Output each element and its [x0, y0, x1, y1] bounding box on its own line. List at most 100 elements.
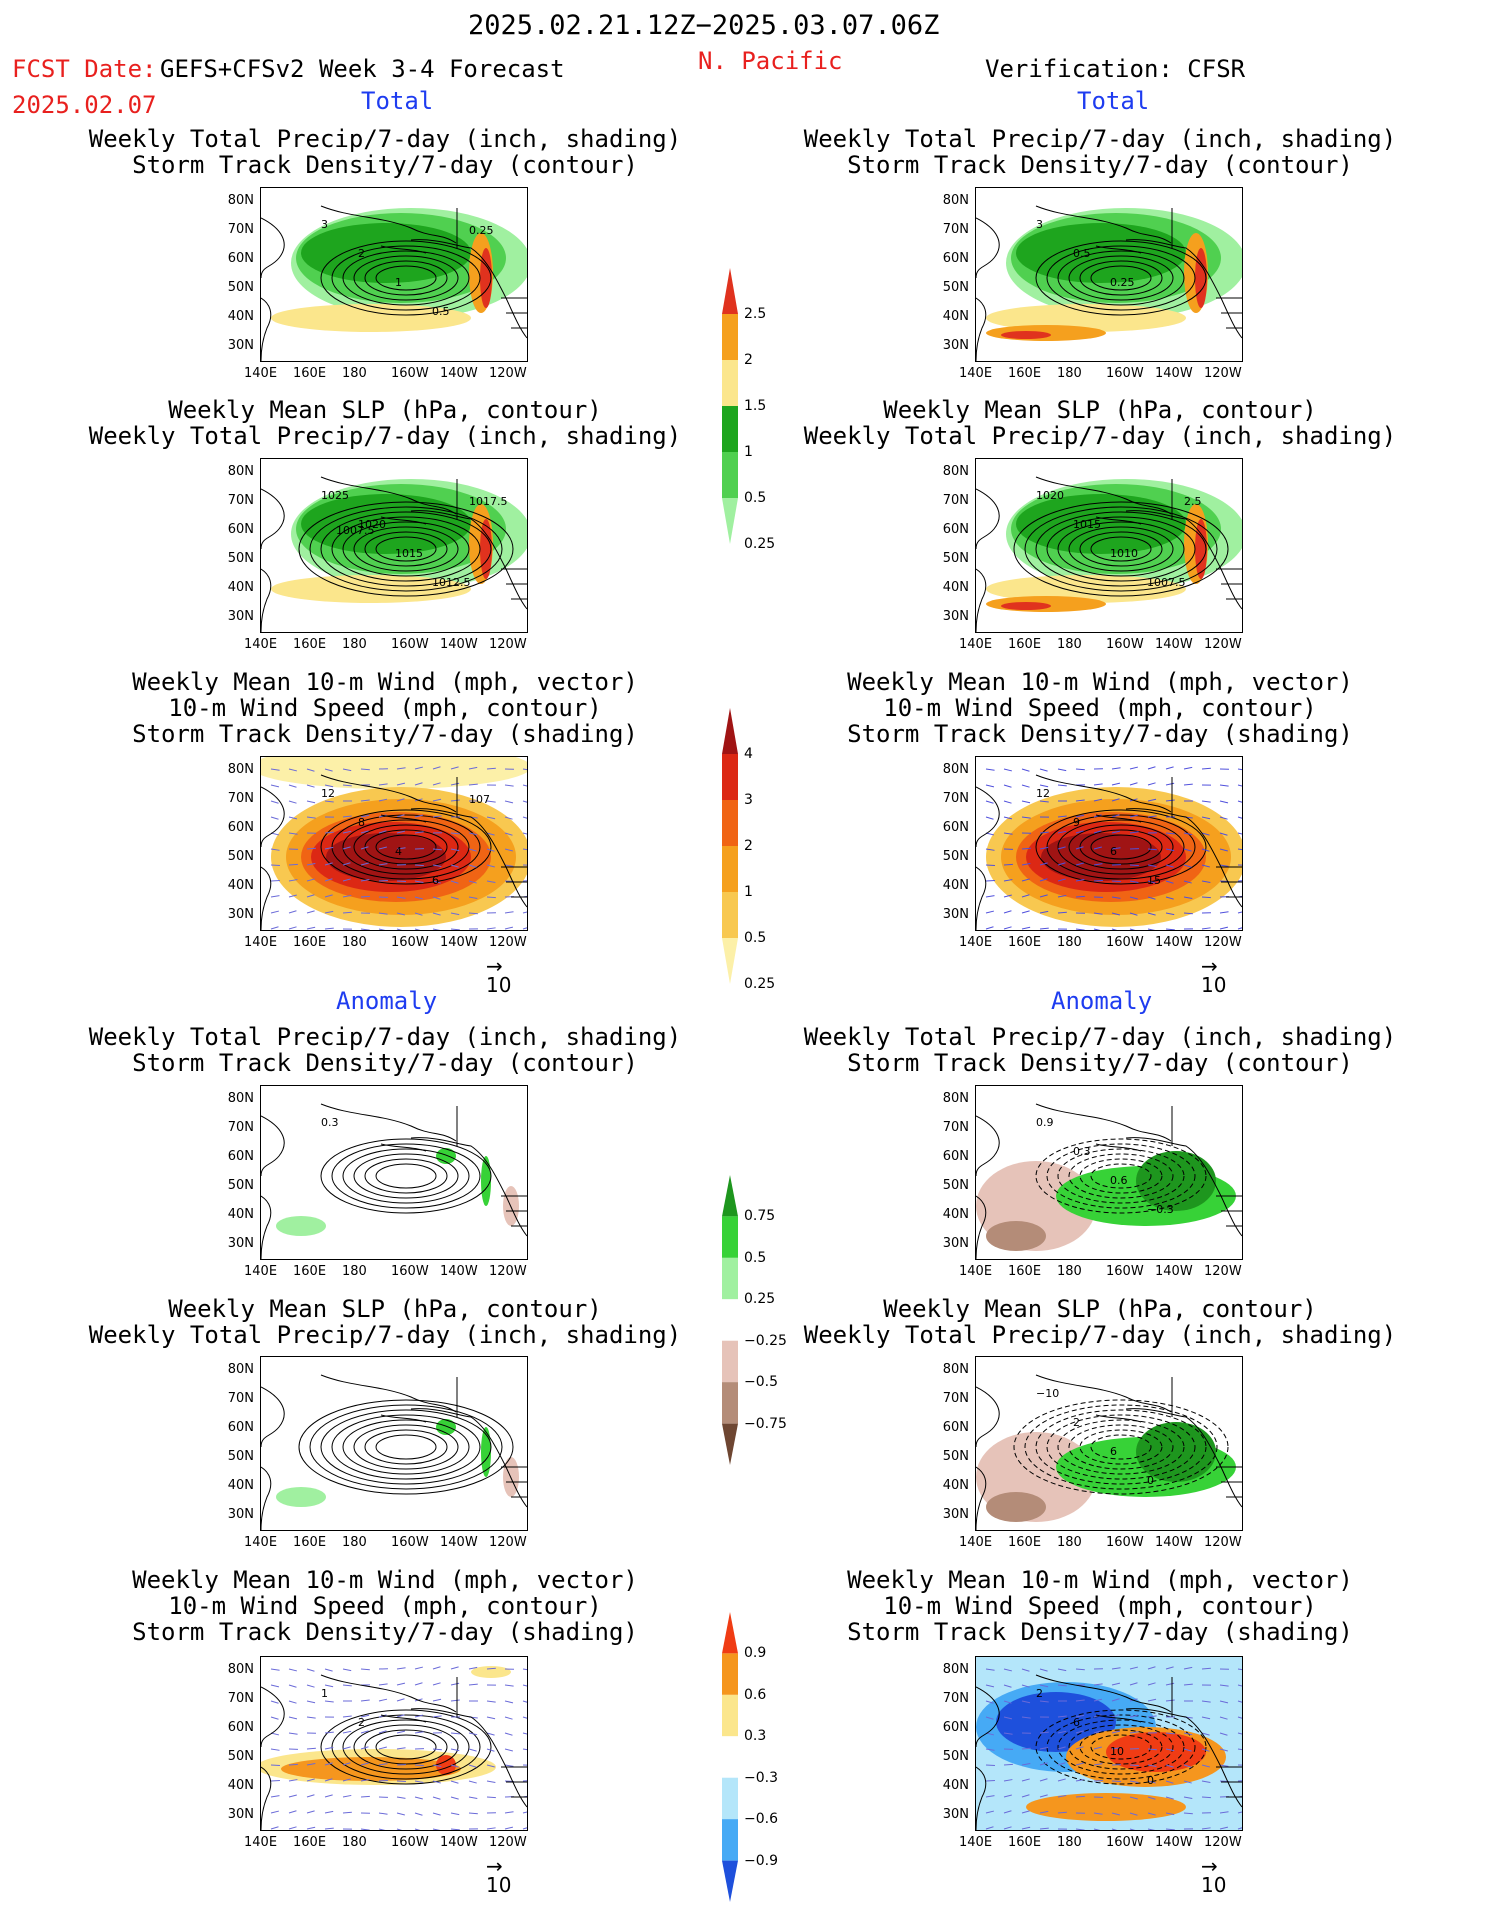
wind-vector: [270, 1716, 279, 1720]
wind-vector: [342, 768, 352, 772]
wind-vector: [432, 1812, 441, 1816]
lon-tick-label: 140W: [1155, 637, 1193, 652]
lon-tick-label: 140E: [959, 935, 993, 950]
aleutian-chain: [380, 1414, 427, 1423]
contour-lines: [1035, 1709, 1207, 1785]
wind-vector: [522, 880, 527, 882]
contour-lines: [1035, 1138, 1207, 1214]
lat-tick-label: 80N: [942, 193, 969, 208]
colorbar-segment: [722, 938, 738, 984]
wind-vector: [378, 1828, 386, 1830]
wind-vector: [288, 926, 297, 930]
wind-vector: [1093, 1730, 1102, 1734]
contour-line: [342, 819, 470, 875]
wind-vector: [1111, 814, 1120, 818]
wind-vector: [450, 799, 460, 802]
wind-vector: [1039, 862, 1048, 866]
wind-vector: [342, 815, 352, 818]
colorbar-segment: [722, 452, 738, 498]
wind-vector: [486, 767, 496, 770]
wind-vector: [360, 928, 370, 930]
wind-vector: [414, 814, 424, 818]
lon-tick-label: 160E: [293, 1835, 327, 1850]
wind-vector: [378, 798, 388, 802]
lon-tick-label: 160W: [1106, 935, 1144, 950]
wind-vector: [432, 782, 441, 786]
lat-tick-label: 70N: [227, 222, 254, 237]
wind-vector: [1039, 1700, 1049, 1703]
lat-tick-label: 60N: [227, 1420, 254, 1435]
lat-tick-label: 50N: [227, 551, 254, 566]
coastline: [976, 1103, 1242, 1259]
wind-vectors: [985, 766, 1242, 930]
section-anomaly-left: Anomaly: [336, 987, 438, 1015]
wind-vector: [1057, 1684, 1067, 1687]
wind-vector: [504, 816, 513, 820]
contour-line: [342, 1148, 470, 1204]
lon-tick-label: 160W: [1106, 1535, 1144, 1550]
wind-vector: [1075, 1668, 1085, 1671]
wind-vector: [288, 784, 297, 788]
wind-vector: [378, 783, 388, 786]
wind-vector: [1183, 1796, 1193, 1800]
map-svg: 0.3: [261, 1103, 527, 1259]
lon-tick-label: 180: [342, 637, 367, 652]
wind-vector: [360, 830, 369, 834]
wind-vector: [504, 1684, 514, 1687]
alaska-coast: [410, 510, 527, 610]
wind-vector: [468, 848, 477, 852]
contour-line: [342, 1419, 470, 1475]
wind-vector: [1165, 896, 1174, 900]
lon-tick-label: 180: [342, 366, 367, 381]
contour-line: [375, 1434, 437, 1460]
panel-title-L3: Weekly Mean 10-m Wind (mph, vector) 10-m …: [35, 669, 735, 747]
wind-vector: [414, 782, 423, 786]
wind-vector: [342, 1762, 351, 1766]
lat-tick-label: 50N: [227, 849, 254, 864]
wind-vector: [1111, 912, 1120, 916]
lat-tick-label: 30N: [942, 609, 969, 624]
precip-shade: [271, 304, 471, 332]
lat-tick-label: 80N: [227, 1362, 254, 1377]
wind-vector: [360, 1730, 369, 1734]
colorbar-label: 0.25: [744, 536, 776, 552]
wind-vector: [288, 800, 297, 804]
lon-tick-label: 160W: [1106, 1835, 1144, 1850]
wind-vector: [360, 1668, 370, 1671]
panel-title-R1: Weekly Total Precip/7-day (inch, shading…: [750, 126, 1450, 178]
contour-label: 0.25: [1110, 276, 1135, 289]
panel-title-line: 10-m Wind Speed (mph, contour): [168, 694, 602, 722]
wind-vector: [396, 896, 406, 899]
wind-vector: [432, 912, 441, 916]
lat-tick-label: 30N: [227, 338, 254, 353]
wind-vector: [1003, 816, 1013, 820]
state-borders: [1216, 297, 1242, 329]
colorbar-segment: [722, 1257, 738, 1300]
storm-shade: [1041, 833, 1161, 881]
wind-vector: [1219, 816, 1228, 820]
wind-vector: [1237, 880, 1242, 882]
wind-vector: [360, 1828, 370, 1830]
wind-vector: [306, 1747, 316, 1750]
coastline: [976, 1374, 1242, 1530]
wind-vector: [1183, 1666, 1193, 1670]
lat-tick-label: 30N: [942, 1507, 969, 1522]
wind-vector: [450, 1764, 459, 1768]
wind-vector: [1147, 864, 1157, 868]
lon-tick-label: 120W: [489, 1264, 527, 1279]
wind-vector: [504, 1811, 514, 1814]
wind-vector: [1201, 896, 1211, 899]
wind-vector: [1165, 1666, 1174, 1670]
lat-tick-label: 50N: [227, 1449, 254, 1464]
colorbar-segment: [722, 846, 738, 892]
wind-vector: [1201, 1700, 1211, 1703]
wind-vector: [306, 1668, 315, 1672]
contour-lines: [320, 240, 492, 316]
wind-vector: [1201, 880, 1211, 883]
aleutian-chain: [1095, 1414, 1142, 1423]
wind-vector: [1021, 1747, 1031, 1750]
storm-anom-shade: [1106, 1732, 1206, 1772]
lon-tick-label: 120W: [1204, 366, 1242, 381]
wind-vector: [522, 768, 527, 771]
wind-vector: [306, 1794, 315, 1798]
